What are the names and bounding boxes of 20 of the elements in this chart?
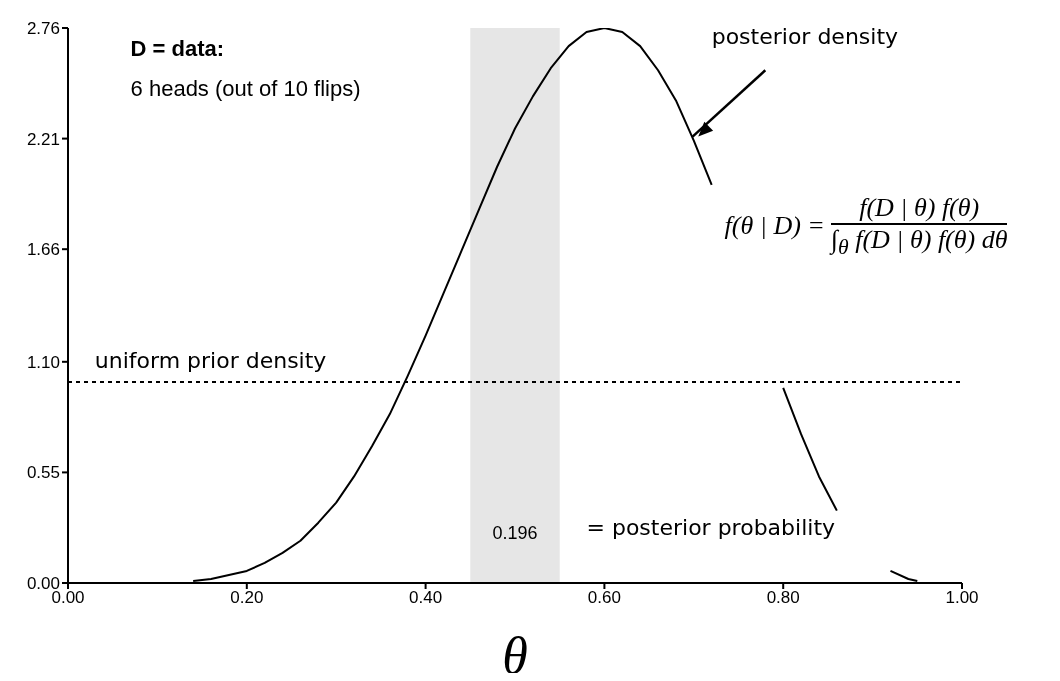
x-tick-label: 0.40 [409, 588, 443, 608]
annotation: 6 heads (out of 10 flips) [130, 76, 361, 102]
y-tick-label: 1.10 [26, 352, 60, 372]
x-tick-label: 0.80 [766, 588, 800, 608]
x-axis-title: θ [502, 627, 528, 681]
x-tick-label: 0.60 [587, 588, 621, 608]
annotation: f(θ | D) = [724, 211, 825, 242]
x-tick-label: 1.00 [945, 588, 979, 608]
annotation: = posterior probability [586, 514, 836, 540]
ref-line-label: uniform prior density [94, 347, 327, 373]
annotation: ∫$_{θ}$ f(D | θ) f(θ) dθ [830, 224, 1008, 261]
x-tick-label: 0.20 [230, 588, 264, 608]
annotation: posterior density [711, 23, 899, 49]
y-tick-label: 2.76 [26, 19, 60, 39]
y-tick-label: 1.66 [26, 240, 60, 260]
y-tick-label: 2.21 [26, 129, 60, 149]
annotation: D = data: [130, 36, 225, 62]
band-label: 0.196 [492, 522, 538, 544]
annotation: f(D | θ) f(θ) [859, 192, 980, 223]
y-tick-label: 0.55 [26, 463, 60, 483]
